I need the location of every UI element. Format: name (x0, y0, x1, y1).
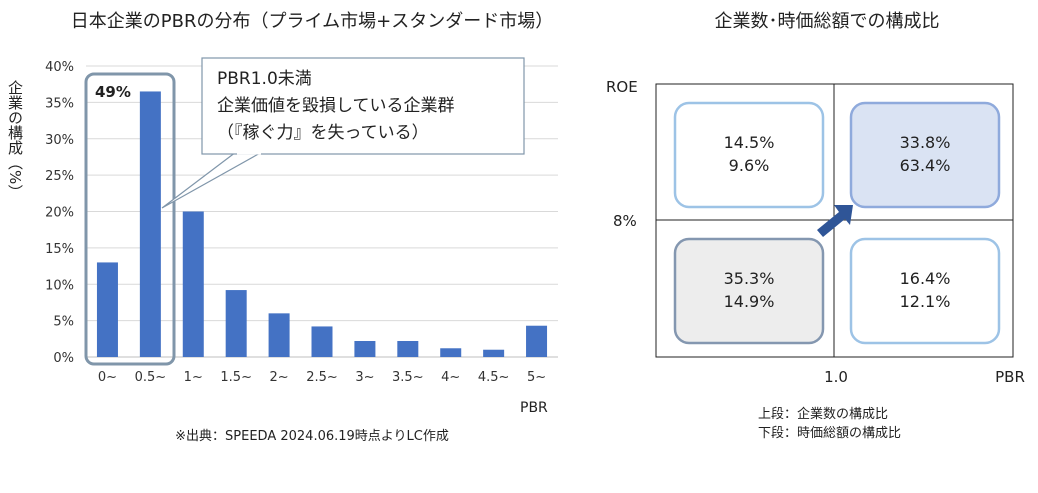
x-tick-label: 2~ (270, 370, 289, 385)
quadrant-top-right-market-cap-share: 63.4% (900, 156, 951, 175)
bar (311, 326, 333, 357)
quadrant-top-right: 33.8% 63.4% (849, 101, 1001, 209)
y-tick-label: 35% (45, 96, 74, 111)
pbr-axis-label: PBR (995, 368, 1025, 386)
quadrant-bottom-right-box (849, 237, 1001, 345)
bar (483, 349, 505, 357)
callout-box (201, 57, 525, 155)
quadrant-bottom-right-market-cap-share: 12.1% (900, 292, 951, 311)
y-axis-label: 企業の構成（%） (6, 79, 24, 199)
x-tick-label: 1~ (184, 370, 203, 385)
highlight-box (84, 72, 176, 366)
legend-line-1: 上段：企業数の構成比 (758, 406, 888, 422)
y-tick-label: 15% (45, 242, 74, 257)
callout-pointer (161, 151, 265, 209)
quadrant-top-left: 14.5% 9.6% (673, 101, 825, 209)
y-tick-label: 0% (53, 351, 74, 366)
y-tick-label: 25% (45, 169, 74, 184)
roe-threshold-label: 8% (613, 212, 637, 230)
roe-axis-label: ROE (606, 78, 638, 96)
quadrant-bottom-left-box (673, 237, 825, 345)
callout-line-2: 企業価値を毀損している企業群 (217, 96, 455, 116)
bar-chart-title: 日本企業のPBRの分布（プライム市場+スタンダード市場） (71, 11, 553, 32)
x-tick-label: 2.5~ (306, 370, 338, 385)
y-tick-label: 20% (45, 206, 74, 221)
arrow-icon (817, 205, 853, 237)
x-tick-label: 3~ (355, 370, 374, 385)
bar (225, 290, 247, 357)
matrix-title: 企業数･時価総額での構成比 (715, 11, 940, 32)
x-axis-label: PBR (520, 400, 548, 416)
x-tick-label: 4.5~ (478, 370, 510, 385)
bars (96, 91, 548, 358)
pbr-threshold-label: 1.0 (824, 368, 848, 386)
y-tick-label: 30% (45, 133, 74, 148)
quadrant-top-left-company-share: 14.5% (724, 133, 775, 152)
bar (397, 340, 419, 357)
source-note: ※出典：SPEEDA 2024.06.19時点よりLC作成 (175, 429, 449, 444)
x-tick-label: 0~ (98, 370, 117, 385)
quadrant-matrix: 企業数･時価総額での構成比 ROE 8% 1.0 PBR 14.5% 9.6% … (606, 11, 1025, 441)
bar (354, 340, 376, 357)
x-tick-label: 0.5~ (135, 370, 167, 385)
bar (96, 262, 118, 357)
quadrant-bottom-right: 16.4% 12.1% (849, 237, 1001, 345)
x-tick-label: 5~ (527, 370, 546, 385)
bar (139, 91, 161, 358)
quadrant-bottom-right-company-share: 16.4% (900, 269, 951, 288)
x-tick-label: 3.5~ (392, 370, 424, 385)
legend-line-2: 下段：時価総額の構成比 (758, 426, 901, 441)
callout-line-3: （『稼ぐ力』を失っている） (217, 123, 429, 143)
quadrant-bottom-left: 35.3% 14.9% (673, 237, 825, 345)
bar (440, 348, 462, 357)
quadrant-top-left-box (673, 101, 825, 209)
x-tick-label: 4~ (441, 370, 460, 385)
quadrant-top-left-market-cap-share: 9.6% (729, 156, 770, 175)
quadrant-bottom-left-company-share: 35.3% (724, 269, 775, 288)
y-tick-label: 5% (53, 315, 74, 330)
y-tick-labels: 0% 5% 10% 15% 20% 25% 30% 35% 40% (45, 60, 74, 366)
y-tick-label: 10% (45, 278, 74, 293)
bar (182, 211, 204, 357)
x-tick-labels: 0~ 0.5~ 1~ 1.5~ 2~ 2.5~ 3~ 3.5~ 4~ 4.5~ 5~ (98, 370, 546, 385)
callout-line-1: PBR1.0未満 (217, 69, 312, 89)
highlight-label: 49% (95, 83, 131, 101)
quadrant-bottom-left-market-cap-share: 14.9% (724, 292, 775, 311)
bar-chart: 日本企業のPBRの分布（プライム市場+スタンダード市場） 企業の構成（%） 0%… (6, 11, 558, 444)
bar (526, 325, 548, 357)
bar (268, 313, 290, 357)
quadrant-top-right-company-share: 33.8% (900, 133, 951, 152)
y-tick-label: 40% (45, 60, 74, 75)
x-tick-label: 1.5~ (220, 370, 252, 385)
quadrant-top-right-box (849, 101, 1001, 209)
